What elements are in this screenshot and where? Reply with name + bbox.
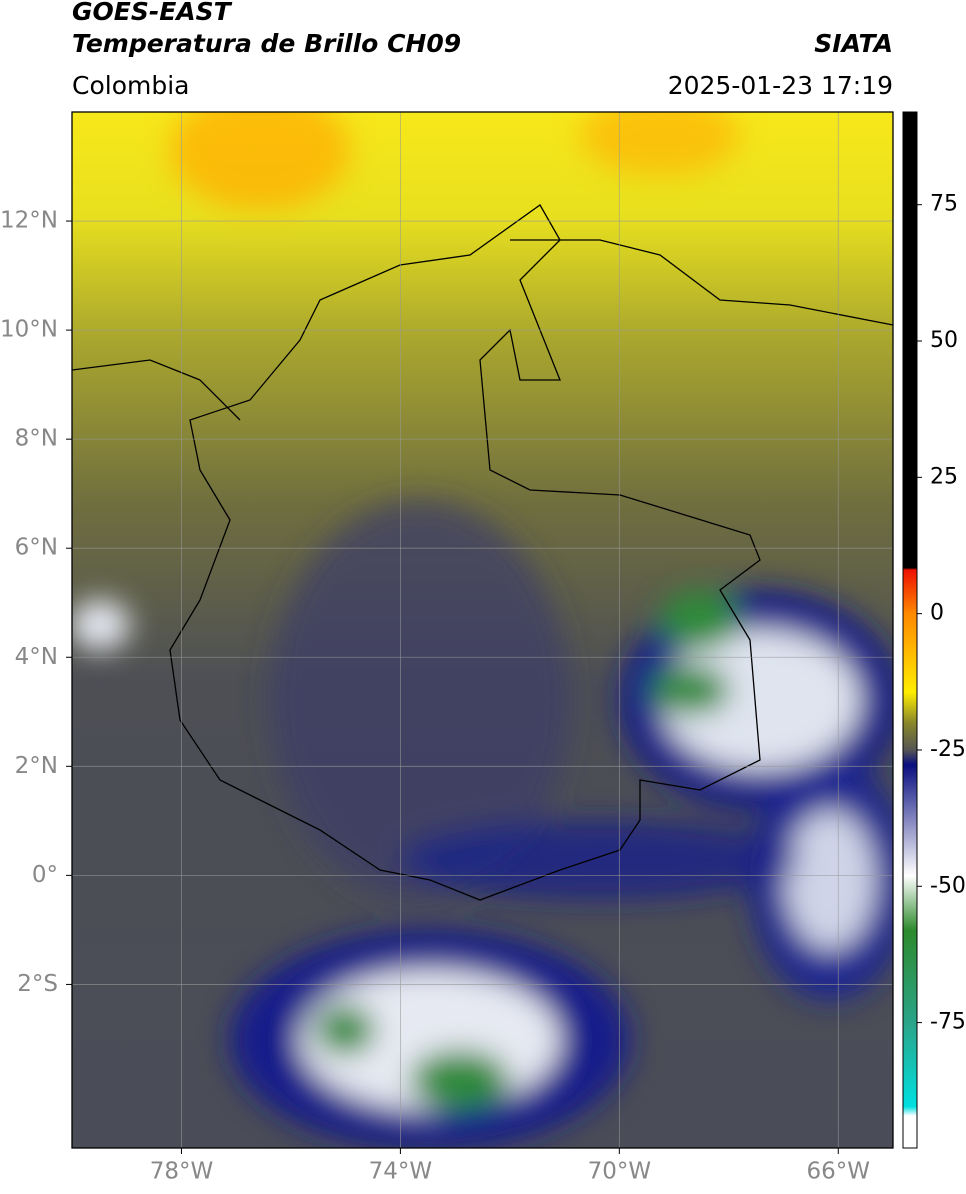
lat-tick-label: 0° [32, 862, 58, 888]
lat-tick-label: 2°N [15, 753, 58, 779]
lat-tick-label: 2°S [17, 971, 58, 997]
region: Colombia [72, 71, 189, 100]
lat-tick-label: 12°N [0, 208, 58, 234]
colorbar-tick-label: -75 [930, 1010, 966, 1035]
lat-tick-label: 6°N [15, 535, 58, 561]
satellite-image [72, 112, 893, 1148]
source: SIATA [814, 29, 893, 58]
title: GOES-EAST [72, 0, 233, 26]
title: Temperatura de Brillo CH09 [72, 29, 461, 58]
colorbar-tick-label: -25 [930, 737, 966, 762]
colorbar [902, 111, 918, 1149]
lat-tick-label: 4°N [15, 644, 58, 670]
colorbar-tick-label: 0 [930, 601, 944, 626]
timestamp: 2025-01-23 17:19 [668, 71, 893, 100]
grid [72, 112, 893, 1148]
map-frame [71, 111, 894, 1149]
lon-tick-label: 74°W [369, 1159, 433, 1185]
colorbar-tick-label: -50 [930, 873, 966, 898]
lon-tick-label: 66°W [807, 1159, 871, 1185]
lon-tick-label: 70°W [588, 1159, 652, 1185]
colorbar-tick-label: 75 [930, 192, 958, 217]
colorbar-tick-label: 50 [930, 328, 958, 353]
lat-tick-label: 8°N [15, 426, 58, 452]
lon-tick-label: 78°W [150, 1159, 214, 1185]
colorbar-tick-label: 25 [930, 464, 958, 489]
lat-tick-label: 10°N [0, 317, 58, 343]
